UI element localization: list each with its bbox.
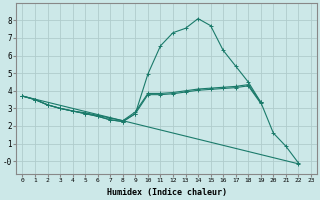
X-axis label: Humidex (Indice chaleur): Humidex (Indice chaleur) bbox=[107, 188, 227, 197]
